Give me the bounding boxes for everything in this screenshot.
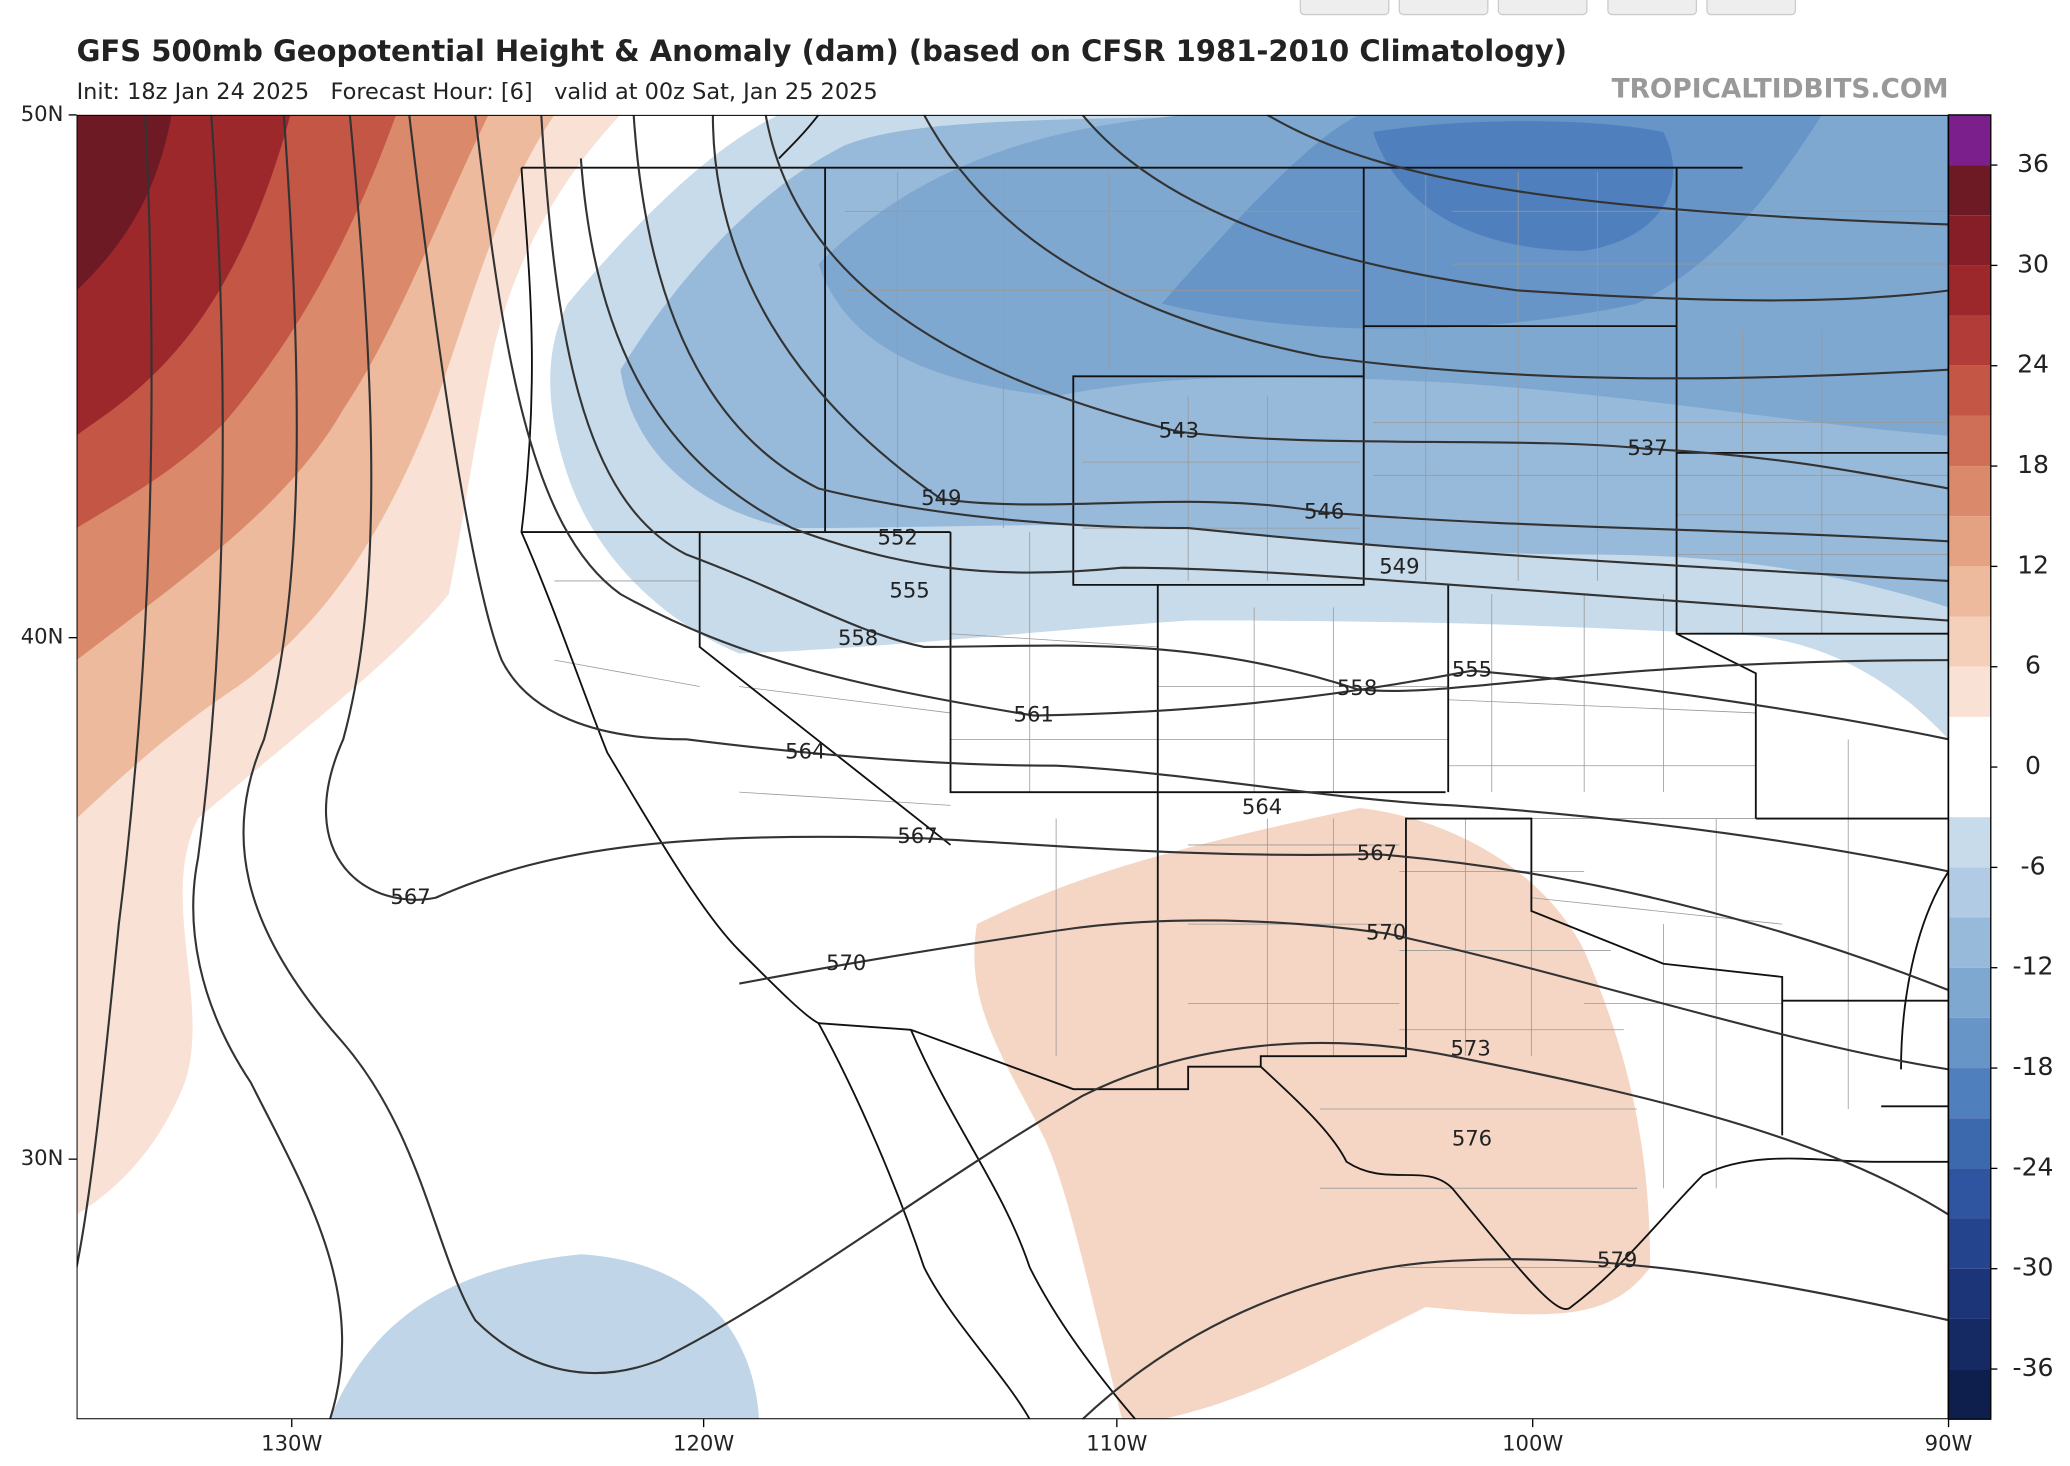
title: GFS 500mb Geopotential Height & Anomaly … (77, 34, 1568, 68)
colorbar-bin (1948, 566, 1991, 617)
lon-label: 120W (673, 1430, 734, 1455)
contour-label: 564 (1242, 794, 1282, 819)
colorbar-bin (1948, 415, 1991, 467)
colorbar-bin (1948, 1218, 1991, 1269)
colorbar-bin (1948, 1318, 1991, 1370)
colorbar-tick-label: -6 (2021, 851, 2046, 880)
contour-label: 573 (1451, 1036, 1491, 1061)
contour-label: 567 (897, 823, 937, 848)
contour-label: 543 (1159, 418, 1199, 443)
colorbar-tick-label: 18 (2017, 450, 2049, 479)
colorbar-tick-label: -36 (2013, 1353, 2054, 1382)
contour-labels: 5435465495495525555555585585615645645675… (390, 418, 1667, 1272)
contour-label: 549 (1379, 554, 1419, 579)
lat-label: 30N (21, 1145, 64, 1170)
subtitle: Init: 18z Jan 24 2025 Forecast Hour: [6]… (77, 79, 878, 105)
colorbar-tick-label: 36 (2017, 149, 2049, 178)
colorbar-bin (1948, 817, 1991, 868)
colorbar-bin (1948, 1369, 1991, 1420)
colorbar-bin (1948, 1118, 1991, 1169)
colorbar-bin (1948, 165, 1991, 216)
toolbar-button[interactable] (1607, 0, 1698, 16)
colorbar-bin (1948, 114, 1991, 166)
colorbar-tick-label: 30 (2017, 249, 2049, 278)
colorbar-bin (1948, 1068, 1991, 1119)
toolbar-button[interactable] (1497, 0, 1588, 16)
lat-label: 50N (21, 101, 64, 126)
lon-label: 110W (1086, 1430, 1147, 1455)
colorbar-bin (1948, 315, 1991, 366)
colorbar-tick-label: 0 (2025, 751, 2041, 780)
colorbar-bin (1948, 616, 1991, 667)
watermark: TROPICALTIDBITS.COM (1612, 73, 1949, 104)
colorbar-bin (1948, 365, 1991, 416)
contour-label: 570 (1366, 919, 1406, 944)
lon-label: 130W (261, 1430, 322, 1455)
colorbar-tick-label: 6 (2025, 651, 2041, 680)
colorbar-bin (1948, 1168, 1991, 1219)
toolbar-button[interactable] (1299, 0, 1390, 16)
contour-label: 561 (1014, 702, 1054, 727)
colorbar-tick-label: -12 (2013, 952, 2054, 981)
colorbar-bin (1948, 867, 1991, 918)
lat-label: 40N (21, 624, 64, 649)
colorbar-bin (1948, 666, 1991, 717)
colorbar-bin (1948, 265, 1991, 316)
colorbar-tick-label: 24 (2017, 350, 2049, 379)
contour-label: 558 (1337, 675, 1377, 700)
colorbar-bin (1948, 767, 1991, 818)
colorbar-bin (1948, 967, 1991, 1018)
colorbar: 36 30 24 18 12 6 0 -6 -12 -18 -24 -30 -36 (1947, 114, 2054, 1420)
colorbar-tick-label: -18 (2013, 1052, 2054, 1081)
colorbar-tick-label: 12 (2017, 550, 2049, 579)
map: 5435465495495525555555585585615645645675… (76, 114, 1949, 1420)
lon-label: 100W (1502, 1430, 1563, 1455)
contour-label: 579 (1597, 1247, 1637, 1272)
colorbar-tick-label: -24 (2013, 1152, 2054, 1181)
colorbar-tick-label: -30 (2013, 1253, 2054, 1282)
contour-label: 564 (785, 739, 825, 764)
colorbar-bin (1948, 716, 1991, 768)
contour-label: 576 (1452, 1125, 1492, 1150)
toolbar (1299, 0, 1797, 16)
lon-label: 90W (1925, 1430, 1973, 1455)
colorbar-bin (1948, 1268, 1991, 1319)
colorbar-bin (1948, 215, 1991, 266)
colorbar-bin (1948, 917, 1991, 968)
contour-label: 546 (1304, 498, 1344, 523)
contour-label: 555 (889, 577, 929, 602)
contour-label: 567 (1357, 840, 1397, 865)
colorbar-bin (1948, 466, 1991, 517)
colorbar-bin (1948, 516, 1991, 567)
colorbar-bin (1948, 1017, 1991, 1069)
height-contours (76, 114, 1949, 1420)
contour-label: 567 (390, 884, 430, 909)
contour-label: 570 (826, 950, 866, 975)
contour-label: 558 (838, 625, 878, 650)
contour-label: 552 (878, 525, 918, 550)
contour-label: 549 (921, 485, 961, 510)
contour-label: 537 (1627, 435, 1667, 460)
contour-label: 555 (1452, 657, 1492, 682)
state-borders (520, 114, 1949, 1420)
toolbar-button[interactable] (1706, 0, 1797, 16)
map-axes: 50N 40N 30N 130W 120W 110W 100W 90W (21, 101, 1973, 1455)
toolbar-button[interactable] (1398, 0, 1489, 16)
